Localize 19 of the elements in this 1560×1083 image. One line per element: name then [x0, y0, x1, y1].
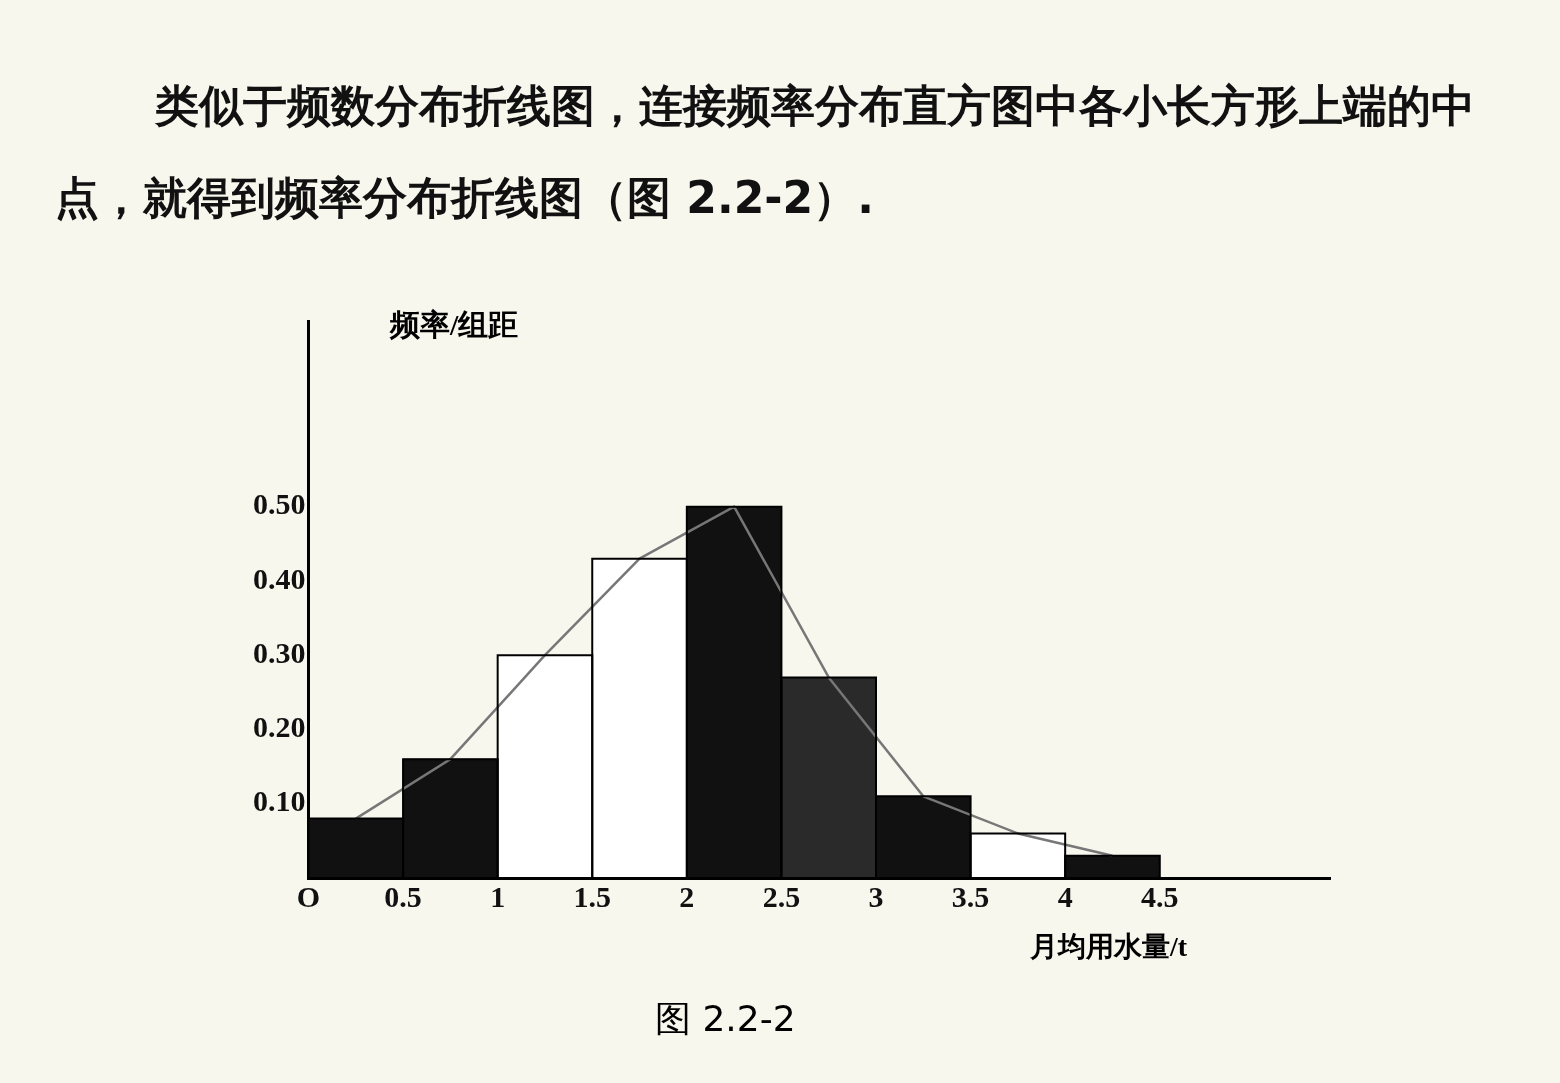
- x-tick-label: 4.5: [1141, 879, 1179, 913]
- x-tick-label: O: [296, 879, 321, 913]
- y-tick-label: 0.20: [253, 710, 306, 744]
- chart-title: 类似于频数分布折线图，连接频率分布直方图中各小长方形上端的中点，就得到频率分布折线图（图 2.2-2）.: [55, 79, 1476, 225]
- y-tick-label: 0.40: [253, 561, 306, 595]
- x-axis-title: 月均用水量/t: [1030, 930, 1188, 964]
- x-tick-label: 1.5: [573, 879, 611, 913]
- x-tick-label: 3.5: [951, 879, 990, 913]
- caption: 图 2.2-2: [655, 997, 796, 1041]
- y-tick-label: 0.10: [253, 784, 306, 818]
- y-axis-title: 频率/组距: [390, 307, 519, 343]
- y-tick-label: 0.30: [253, 635, 306, 669]
- x-tick-label: 1: [490, 879, 506, 913]
- x-tick-label: 3: [868, 879, 884, 913]
- x-tick-label: 2: [679, 879, 695, 913]
- y-tick-label: 0.50: [253, 487, 306, 521]
- x-tick-label: 4: [1057, 879, 1073, 913]
- x-tick-label: 0.5: [384, 879, 422, 913]
- x-tick-label: 2.5: [762, 879, 801, 913]
